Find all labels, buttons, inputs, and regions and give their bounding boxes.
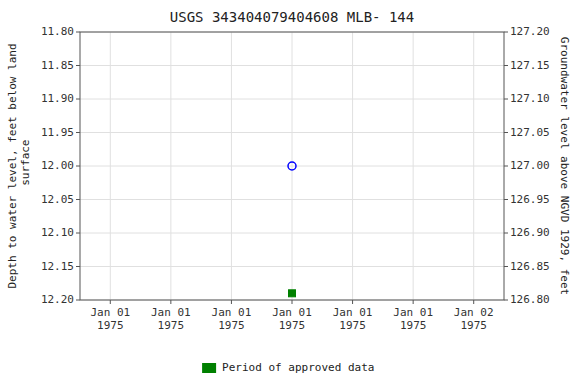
legend-swatch <box>202 363 216 373</box>
y2-tick-label: 126.80 <box>510 293 550 306</box>
y-tick-label: 11.85 <box>41 59 74 72</box>
x-tick <box>231 300 232 304</box>
point <box>289 290 296 297</box>
series <box>289 290 296 297</box>
x-grid-line <box>231 32 232 300</box>
y-tick <box>76 166 80 167</box>
text-line: Jan 01 <box>333 306 373 319</box>
y2-tick <box>504 32 508 33</box>
y2-tick <box>504 266 508 267</box>
y-tick <box>76 266 80 267</box>
text-line: Jan 01 <box>272 306 312 319</box>
y2-tick-label: 126.85 <box>510 260 550 273</box>
x-tick-label: Jan 011975 <box>90 306 130 332</box>
y2-tick-label: 127.05 <box>510 126 550 139</box>
text-line: surface <box>19 140 32 193</box>
x-tick-label: Jan 011975 <box>212 306 252 332</box>
x-tick <box>413 300 414 304</box>
text-line: Jan 01 <box>393 306 433 319</box>
y-tick-label: 11.95 <box>41 126 74 139</box>
y-tick-label: 12.05 <box>41 193 74 206</box>
x-tick-label: Jan 011975 <box>151 306 191 332</box>
point <box>288 162 296 170</box>
series <box>288 162 296 170</box>
y2-axis-label: Groundwater level above NGVD 1929, feet <box>558 37 571 295</box>
text-line: Jan 02 <box>454 306 494 319</box>
y2-tick-label: 127.20 <box>510 25 550 38</box>
page: {"chart_data": { "type": "scatter", "tit… <box>0 0 576 384</box>
y-tick <box>76 300 80 301</box>
y-tick <box>76 233 80 234</box>
y-tick-label: 12.10 <box>41 226 74 239</box>
text-line: 1975 <box>218 319 245 332</box>
y-axis-label: Depth to water level, feet below land su… <box>6 43 32 288</box>
x-grid-line <box>292 32 293 300</box>
x-grid-line <box>352 32 353 300</box>
plot-frame <box>80 32 504 300</box>
text-line: Jan 01 <box>212 306 252 319</box>
y-tick-label: 11.80 <box>41 25 74 38</box>
text-line: Depth to water level, feet below land <box>6 43 19 288</box>
y2-tick <box>504 166 508 167</box>
x-tick <box>473 300 474 304</box>
y-tick <box>76 65 80 66</box>
y-tick-label: 12.00 <box>41 159 74 172</box>
x-grid-line <box>413 32 414 300</box>
y-tick-label: 12.20 <box>41 293 74 306</box>
data <box>288 162 296 297</box>
y-tick <box>76 99 80 100</box>
title: USGS 343404079404608 MLB- 144 <box>170 9 414 25</box>
x-tick-label: Jan 021975 <box>454 306 494 332</box>
text-line: 1975 <box>97 319 124 332</box>
x-grid-line <box>170 32 171 300</box>
legend: Period of approved data <box>202 361 374 374</box>
y2-tick-label: 127.15 <box>510 59 550 72</box>
x-tick <box>110 300 111 304</box>
chart: 11.80 11.85 11.90 11.95 12.00 12.05 12.10 12.15… <box>0 0 576 384</box>
y-axis: 11.80 11.85 11.90 11.95 12.00 12.05 12.10 12.15… <box>41 25 80 306</box>
text-line: 1975 <box>279 319 306 332</box>
text-line: 1975 <box>339 319 366 332</box>
y2-axis: 127.20 127.15 127.10 127.05 127.00 126.95 126.… <box>504 25 550 306</box>
y2-tick-label: 126.95 <box>510 193 550 206</box>
x-tick-label: Jan 011975 <box>393 306 433 332</box>
text-line: 1975 <box>460 319 487 332</box>
text-line: Jan 01 <box>151 306 191 319</box>
grid <box>80 32 504 300</box>
x-tick-label: Jan 011975 <box>333 306 373 332</box>
text-line: 1975 <box>400 319 427 332</box>
text-line: 1975 <box>158 319 185 332</box>
x-tick <box>170 300 171 304</box>
y-tick-label: 12.15 <box>41 260 74 273</box>
y2-tick-label: 127.00 <box>510 159 550 172</box>
y2-tick <box>504 65 508 66</box>
y2-tick <box>504 199 508 200</box>
y2-tick <box>504 233 508 234</box>
x-axis: Jan 011975Jan 011975Jan 011975Jan 011975… <box>90 300 493 332</box>
y-tick <box>76 32 80 33</box>
y-tick-label: 11.90 <box>41 92 74 105</box>
x-tick <box>352 300 353 304</box>
text-line: Jan 01 <box>90 306 130 319</box>
y2-tick-label: 126.90 <box>510 226 550 239</box>
x-tick-label: Jan 011975 <box>272 306 312 332</box>
y-tick <box>76 132 80 133</box>
x-grid-line <box>473 32 474 300</box>
x-tick <box>292 300 293 304</box>
legend-label: Period of approved data <box>222 361 374 374</box>
y2-tick <box>504 300 508 301</box>
y2-tick <box>504 132 508 133</box>
y2-tick <box>504 99 508 100</box>
y2-tick-label: 127.10 <box>510 92 550 105</box>
y-tick <box>76 199 80 200</box>
x-grid-line <box>110 32 111 300</box>
